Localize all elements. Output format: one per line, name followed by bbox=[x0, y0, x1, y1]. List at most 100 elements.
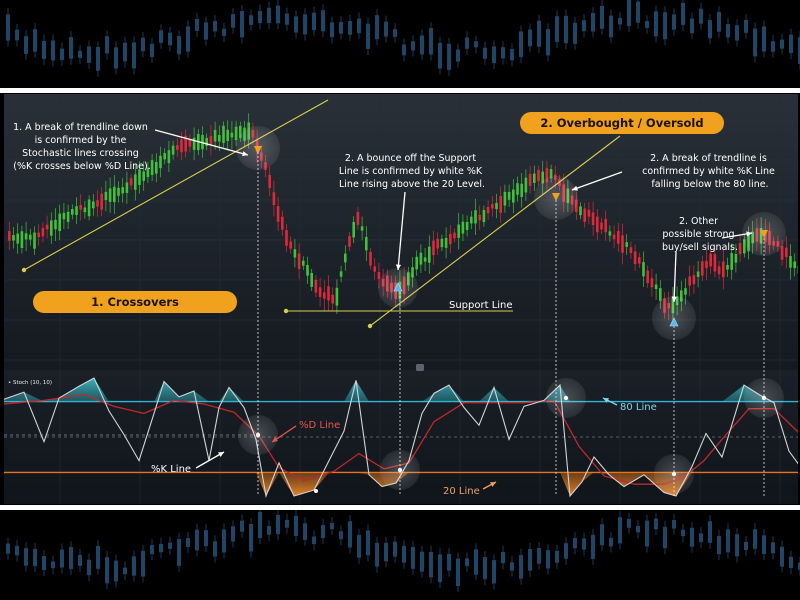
candle bbox=[470, 216, 473, 224]
background-candle bbox=[492, 560, 496, 584]
arrow-head bbox=[272, 436, 278, 442]
candle bbox=[134, 174, 137, 190]
background-candle bbox=[132, 42, 136, 69]
background-candle bbox=[213, 541, 217, 557]
candle bbox=[713, 254, 717, 272]
price-marks bbox=[21, 99, 786, 340]
background-candle bbox=[555, 550, 559, 563]
background-candle bbox=[501, 47, 505, 59]
candle bbox=[108, 188, 112, 202]
candle bbox=[541, 171, 544, 184]
candle bbox=[415, 256, 418, 270]
candle bbox=[104, 191, 108, 201]
background-candle bbox=[276, 5, 280, 24]
background-candle bbox=[78, 554, 82, 567]
background-candle bbox=[159, 30, 163, 43]
background-candle bbox=[249, 15, 253, 25]
candle bbox=[360, 226, 364, 231]
candle bbox=[621, 235, 624, 253]
candle bbox=[369, 252, 372, 266]
background-candle bbox=[591, 13, 595, 32]
background-candle bbox=[447, 43, 451, 70]
candle bbox=[629, 247, 633, 254]
candle bbox=[146, 167, 150, 178]
background-candle bbox=[609, 537, 613, 547]
candle bbox=[20, 231, 24, 248]
candle bbox=[12, 235, 15, 241]
crossover-dot bbox=[563, 395, 569, 401]
background-candle bbox=[393, 541, 397, 557]
background-candle bbox=[753, 28, 757, 57]
candle bbox=[789, 256, 792, 268]
candle bbox=[432, 240, 435, 256]
candle bbox=[272, 192, 276, 205]
background-candle bbox=[222, 28, 226, 36]
panel-resize-handle[interactable] bbox=[416, 364, 424, 371]
background-candle bbox=[708, 19, 712, 39]
background-candle bbox=[33, 29, 37, 52]
background-candle bbox=[384, 542, 388, 562]
arrow-shaft bbox=[571, 171, 623, 191]
background-candle bbox=[564, 15, 568, 44]
background-candle bbox=[222, 529, 226, 553]
candle bbox=[642, 262, 645, 277]
candle bbox=[785, 247, 788, 258]
background-candle bbox=[600, 524, 604, 546]
pointer-arrow-icon bbox=[271, 425, 297, 443]
background-candle bbox=[690, 527, 694, 547]
candle bbox=[650, 278, 654, 288]
background-candle bbox=[231, 14, 235, 28]
candle bbox=[730, 253, 733, 270]
background-candle bbox=[123, 567, 127, 575]
candle bbox=[335, 287, 339, 306]
candle bbox=[276, 206, 280, 222]
background-candle bbox=[717, 536, 721, 555]
candle bbox=[646, 270, 649, 284]
background-candle bbox=[141, 37, 145, 52]
line-20-label: 20 Line bbox=[443, 486, 480, 497]
crossovers-title: 1. Crossovers bbox=[91, 295, 179, 309]
background-candle bbox=[312, 12, 316, 31]
pointer-arrow-icon bbox=[671, 251, 677, 303]
candle bbox=[436, 238, 439, 249]
candle bbox=[722, 261, 725, 278]
candle bbox=[743, 239, 746, 254]
background-candle bbox=[744, 541, 748, 551]
background-candle bbox=[69, 37, 73, 59]
candle bbox=[520, 183, 523, 197]
candle bbox=[797, 265, 798, 274]
candle bbox=[625, 242, 628, 247]
background-candle bbox=[87, 559, 91, 576]
candle bbox=[680, 290, 683, 302]
bottom-border bbox=[0, 505, 800, 510]
background-candle bbox=[528, 549, 532, 571]
background-candle bbox=[591, 534, 595, 560]
background-candle bbox=[276, 514, 280, 535]
background-candle bbox=[195, 529, 199, 551]
candle bbox=[213, 129, 217, 142]
candle bbox=[533, 173, 536, 183]
candle bbox=[503, 191, 507, 206]
candle bbox=[79, 204, 82, 210]
trendline-anchor bbox=[21, 267, 27, 273]
background-candle bbox=[96, 545, 100, 569]
background-candle bbox=[240, 11, 244, 38]
background-candle bbox=[267, 526, 271, 535]
sell-signal-icon bbox=[760, 230, 768, 238]
background-candle bbox=[627, 0, 631, 27]
candle bbox=[528, 173, 532, 186]
background-candle bbox=[6, 14, 10, 41]
sell-signal-icon bbox=[552, 193, 560, 201]
candle bbox=[486, 206, 490, 214]
candle bbox=[92, 201, 95, 209]
background-candle bbox=[114, 560, 118, 582]
annotation-crossover: 1. A break of trendline down is confirme… bbox=[13, 122, 151, 172]
candle bbox=[167, 150, 171, 164]
candle bbox=[289, 241, 292, 249]
candle bbox=[138, 169, 141, 185]
candle bbox=[507, 191, 511, 200]
background-candle bbox=[15, 545, 19, 556]
background-candle bbox=[231, 526, 235, 542]
candle bbox=[58, 213, 61, 232]
